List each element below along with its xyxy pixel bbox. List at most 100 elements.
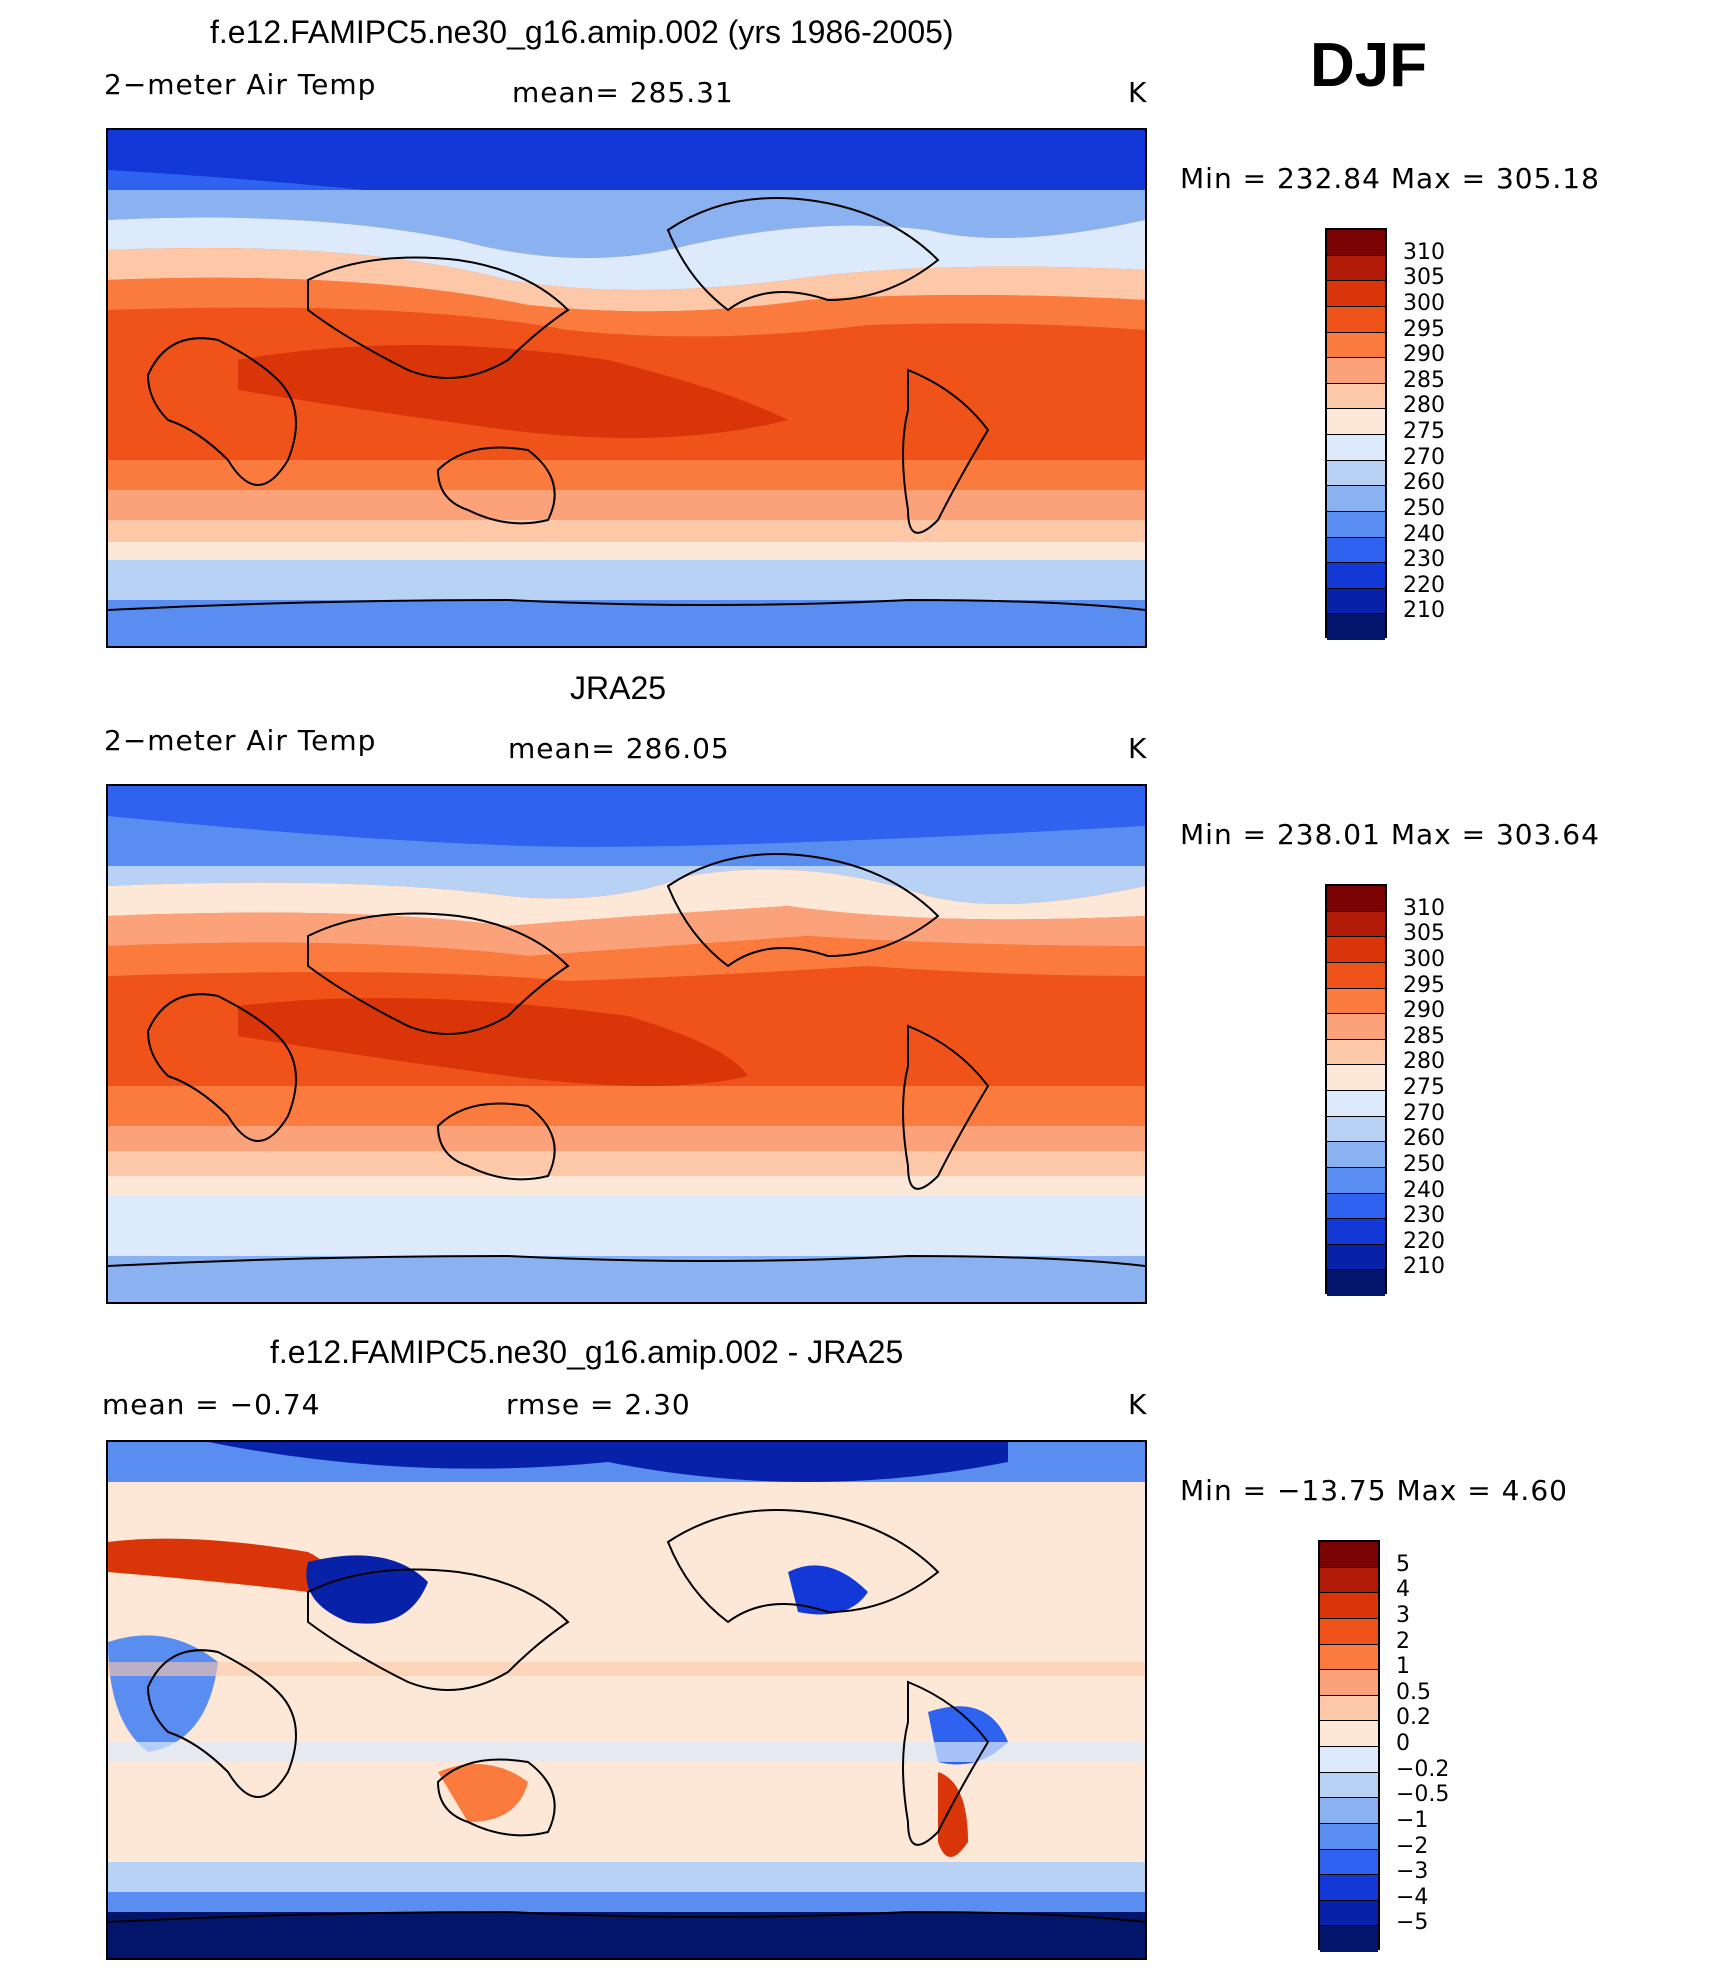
colorbar-swatch — [1327, 460, 1385, 487]
colorbar-swatch — [1320, 1849, 1378, 1876]
colorbar-tick-label: 220 — [1403, 572, 1445, 598]
colorbar-tick-label: 295 — [1403, 972, 1445, 998]
colorbar-swatch — [1327, 358, 1385, 384]
colorbar-tick-label: 2 — [1396, 1628, 1410, 1654]
colorbar-swatch — [1327, 911, 1385, 938]
colorbar-tick-label: 275 — [1403, 1075, 1445, 1100]
colorbar-swatch — [1327, 511, 1385, 538]
colorbar-swatch — [1320, 1670, 1378, 1696]
colorbar-swatch — [1320, 1644, 1378, 1671]
panel1-variable-label: 2−meter Air Temp — [104, 68, 377, 101]
panel1-mean-label: mean= 285.31 — [512, 76, 734, 109]
season-label: DJF — [1310, 31, 1428, 100]
colorbar-swatch — [1327, 306, 1385, 333]
colorbar-tick-label: −3 — [1396, 1859, 1429, 1885]
colorbar-tick-label: 305 — [1403, 265, 1445, 291]
colorbar-tick-label: 260 — [1403, 470, 1445, 496]
colorbar-tick-label: 270 — [1403, 1100, 1445, 1126]
panel2-contour-field — [108, 786, 1145, 1302]
colorbar-tick-label: 5 — [1396, 1551, 1410, 1577]
colorbar-swatch — [1327, 1065, 1385, 1091]
panel2-colorbar-swatches — [1325, 884, 1387, 1296]
colorbar-tick-label: 300 — [1403, 946, 1445, 972]
colorbar-tick-label: 240 — [1403, 521, 1445, 547]
colorbar-swatch — [1320, 1772, 1378, 1799]
panel3-mean-label: mean = −0.74 — [102, 1388, 321, 1421]
panel1-minmax: Min = 232.84 Max = 305.18 — [1180, 162, 1600, 195]
colorbar-swatch — [1327, 486, 1385, 512]
colorbar-tick-label: 305 — [1403, 921, 1445, 947]
colorbar-swatch — [1320, 1900, 1378, 1927]
colorbar-tick-label: 0.2 — [1396, 1705, 1431, 1731]
colorbar-tick-label: 240 — [1403, 1177, 1445, 1203]
colorbar-tick-label: 230 — [1403, 1203, 1445, 1229]
colorbar-tick-label: 310 — [1403, 239, 1445, 265]
colorbar-swatch — [1320, 1747, 1378, 1773]
colorbar-tick-label: 285 — [1403, 367, 1445, 393]
colorbar-swatch — [1327, 937, 1385, 963]
panel1-map — [106, 128, 1147, 648]
colorbar-tick-label: 280 — [1403, 1049, 1445, 1075]
colorbar-swatch — [1327, 1142, 1385, 1168]
panel2-mean-label: mean= 286.05 — [508, 732, 730, 765]
panel3-minmax: Min = −13.75 Max = 4.60 — [1180, 1474, 1568, 1507]
colorbar-tick-label: 250 — [1403, 1151, 1445, 1177]
colorbar-swatch — [1327, 1091, 1385, 1117]
panel2-units: K — [1128, 732, 1148, 765]
panel3-map — [106, 1440, 1147, 1960]
colorbar-swatch — [1327, 409, 1385, 435]
colorbar-tick-label: 290 — [1403, 342, 1445, 368]
panel1-units: K — [1128, 76, 1148, 109]
colorbar-tick-label: 310 — [1403, 895, 1445, 921]
colorbar-swatch — [1327, 1039, 1385, 1066]
colorbar-swatch — [1327, 1219, 1385, 1245]
panel3-colorbar-swatches — [1318, 1540, 1380, 1952]
colorbar-swatch — [1327, 886, 1385, 912]
colorbar-tick-label: 210 — [1403, 598, 1445, 624]
colorbar-tick-label: 300 — [1403, 290, 1445, 316]
panel2-title: JRA25 — [570, 670, 667, 706]
colorbar-swatch — [1327, 1193, 1385, 1220]
colorbar-swatch — [1327, 332, 1385, 359]
panel2-minmax: Min = 238.01 Max = 303.64 — [1180, 818, 1600, 851]
colorbar-swatch — [1320, 1823, 1378, 1850]
colorbar-tick-label: 290 — [1403, 998, 1445, 1024]
colorbar-swatch — [1327, 1244, 1385, 1271]
panel1-title: f.e12.FAMIPC5.ne30_g16.amip.002 (yrs 198… — [210, 14, 954, 50]
colorbar-swatch — [1320, 1542, 1378, 1568]
colorbar-tick-label: 4 — [1396, 1577, 1410, 1603]
colorbar-swatch — [1327, 383, 1385, 410]
colorbar-tick-label: 3 — [1396, 1602, 1410, 1628]
colorbar-swatch — [1327, 281, 1385, 307]
colorbar-swatch — [1327, 588, 1385, 615]
colorbar-tick-label: 295 — [1403, 316, 1445, 342]
colorbar-swatch — [1320, 1618, 1378, 1645]
panel3-units: K — [1128, 1388, 1148, 1421]
colorbar-tick-label: −0.5 — [1396, 1782, 1450, 1808]
colorbar-tick-label: −2 — [1396, 1833, 1429, 1859]
colorbar-swatch — [1327, 255, 1385, 282]
panel1-contour-field — [108, 130, 1145, 646]
colorbar-swatch — [1327, 230, 1385, 256]
colorbar-tick-label: 275 — [1403, 419, 1445, 444]
colorbar-swatch — [1327, 1270, 1385, 1296]
colorbar-tick-label: 220 — [1403, 1228, 1445, 1254]
colorbar-swatch — [1327, 563, 1385, 589]
colorbar-swatch — [1320, 1593, 1378, 1619]
colorbar-tick-label: 0 — [1396, 1731, 1410, 1756]
colorbar-swatch — [1327, 1167, 1385, 1194]
colorbar-swatch — [1320, 1695, 1378, 1722]
colorbar-tick-label: 270 — [1403, 444, 1445, 470]
colorbar-swatch — [1327, 1116, 1385, 1143]
colorbar-tick-label: 0.5 — [1396, 1679, 1431, 1705]
colorbar-swatch — [1320, 1875, 1378, 1901]
colorbar-swatch — [1327, 537, 1385, 564]
colorbar-tick-label: −1 — [1396, 1807, 1429, 1833]
colorbar-tick-label: −0.2 — [1396, 1756, 1450, 1782]
panel1-colorbar-swatches — [1325, 228, 1387, 640]
panel3-contour-field — [108, 1442, 1145, 1958]
panel2-variable-label: 2−meter Air Temp — [104, 724, 377, 757]
colorbar-tick-label: −5 — [1396, 1910, 1429, 1936]
panel3-title: f.e12.FAMIPC5.ne30_g16.amip.002 - JRA25 — [270, 1334, 904, 1370]
colorbar-swatch — [1327, 988, 1385, 1015]
